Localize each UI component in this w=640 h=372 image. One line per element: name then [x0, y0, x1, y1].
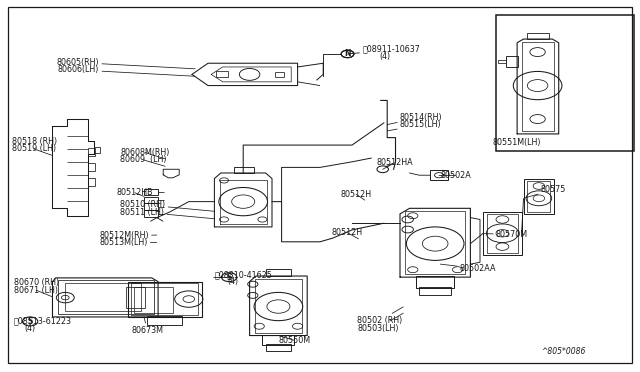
Text: 80512H: 80512H	[340, 190, 372, 200]
Text: 80512HB: 80512HB	[116, 188, 153, 197]
Text: (4): (4)	[379, 52, 390, 61]
Bar	[65, 283, 141, 311]
Text: 80608M(RH): 80608M(RH)	[120, 148, 170, 159]
Bar	[144, 203, 158, 210]
Bar	[483, 212, 522, 255]
Bar	[430, 170, 448, 180]
Text: 80514(RH): 80514(RH)	[387, 113, 443, 125]
Bar	[126, 287, 145, 308]
Text: 80519 (LH): 80519 (LH)	[12, 144, 56, 155]
Bar	[506, 56, 518, 67]
Text: 80550M: 80550M	[278, 336, 310, 345]
Bar	[131, 283, 198, 315]
Text: 80515(LH): 80515(LH)	[387, 120, 442, 131]
Bar	[144, 197, 158, 203]
Bar	[144, 189, 158, 195]
Text: 80575: 80575	[525, 185, 566, 198]
Bar	[405, 211, 465, 274]
Text: (4): (4)	[227, 278, 238, 286]
Text: 80503(LH): 80503(LH)	[357, 313, 403, 333]
Text: Ⓞ08911-10637: Ⓞ08911-10637	[362, 45, 420, 54]
Bar	[255, 279, 302, 333]
Text: Ⓝ08513-61223: Ⓝ08513-61223	[14, 316, 72, 325]
Text: 80511 (LH): 80511 (LH)	[120, 208, 214, 219]
Bar	[128, 282, 202, 317]
Bar	[275, 72, 284, 77]
Bar	[216, 71, 228, 77]
Bar	[88, 148, 95, 156]
Text: (4): (4)	[24, 324, 35, 333]
Text: 80605(RH): 80605(RH)	[56, 58, 195, 69]
Text: 80512HA: 80512HA	[376, 158, 413, 169]
Bar	[147, 316, 182, 325]
Text: 80551M(LH): 80551M(LH)	[493, 138, 541, 147]
Text: Ⓝ08310-41625: Ⓝ08310-41625	[215, 270, 273, 279]
Bar	[416, 276, 454, 288]
Text: 80512H: 80512H	[332, 228, 363, 239]
Bar	[134, 287, 173, 313]
Text: 80609  (LH): 80609 (LH)	[120, 155, 167, 166]
Bar	[527, 181, 550, 212]
Text: 80502AA: 80502AA	[440, 264, 496, 273]
Text: 80513M(LH): 80513M(LH)	[99, 238, 157, 247]
Bar	[522, 42, 554, 131]
Bar	[496, 15, 634, 151]
Text: N: N	[344, 49, 351, 58]
Text: S: S	[227, 273, 232, 282]
Text: 80671 (LH): 80671 (LH)	[14, 286, 58, 297]
Text: S: S	[28, 317, 33, 326]
Text: 80502A: 80502A	[439, 171, 471, 180]
Bar	[266, 269, 291, 276]
Text: ^805*0086: ^805*0086	[541, 347, 585, 356]
Bar	[419, 287, 451, 295]
Text: 80512M(RH): 80512M(RH)	[99, 231, 157, 240]
Bar	[88, 163, 95, 171]
Text: 80510 (RH): 80510 (RH)	[120, 200, 214, 211]
Bar	[88, 178, 95, 186]
Bar	[262, 335, 294, 345]
Bar	[58, 280, 154, 314]
Text: 80518 (RH): 80518 (RH)	[12, 137, 57, 149]
Bar	[234, 167, 254, 173]
Bar	[524, 179, 554, 214]
Text: 80502 (RH): 80502 (RH)	[357, 307, 403, 325]
Text: 80606(LH): 80606(LH)	[58, 65, 195, 76]
Bar	[527, 33, 549, 39]
Bar	[487, 214, 518, 253]
Bar	[144, 210, 158, 217]
Text: 80670 (RH): 80670 (RH)	[14, 278, 60, 290]
Bar	[266, 344, 291, 351]
Text: 80570M: 80570M	[483, 230, 528, 239]
Text: 80673M: 80673M	[131, 317, 163, 335]
